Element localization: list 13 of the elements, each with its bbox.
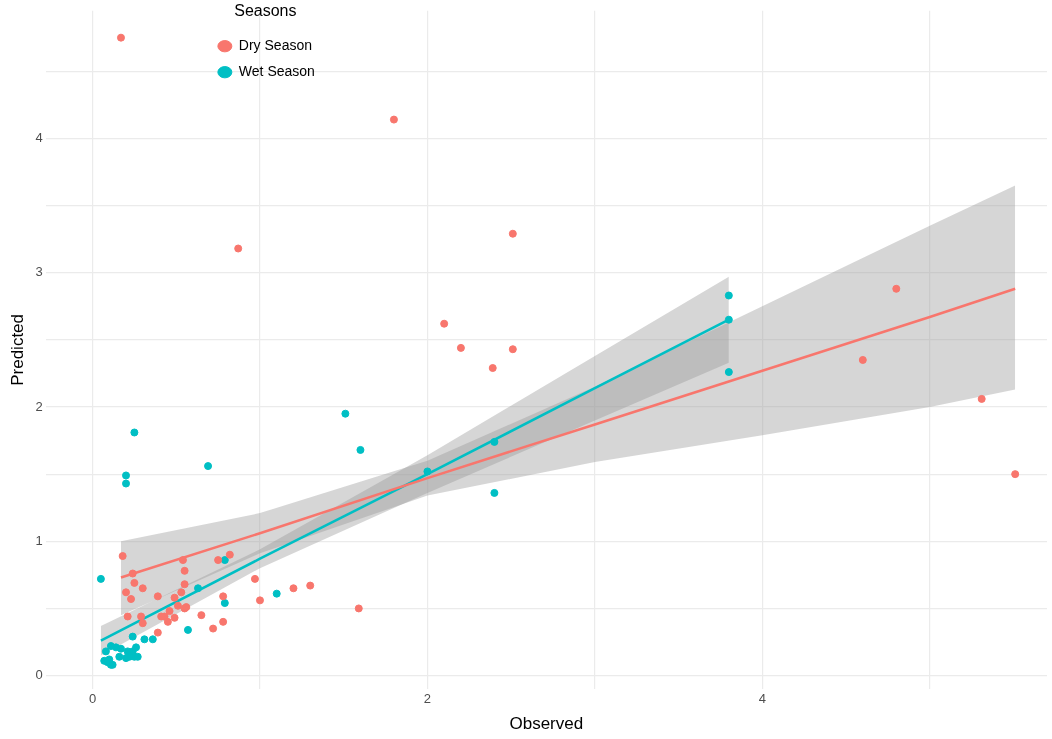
y-tick-label: 3 [35,264,43,280]
x-tick-label: 0 [88,691,97,707]
y-tick-label: 4 [35,129,43,145]
x-axis-title: Observed [509,714,584,734]
legend-label: Wet Season [238,63,315,80]
y-axis-title: Predicted [7,313,27,386]
y-tick-label: 0 [35,667,43,683]
y-tick-label: 2 [35,398,43,414]
x-tick-label: 4 [758,691,766,707]
legend-title: Seasons [234,2,297,20]
y-tick-label: 1 [35,532,43,548]
x-tick-label: 2 [423,691,432,707]
legend-label: Dry Season [238,37,313,54]
